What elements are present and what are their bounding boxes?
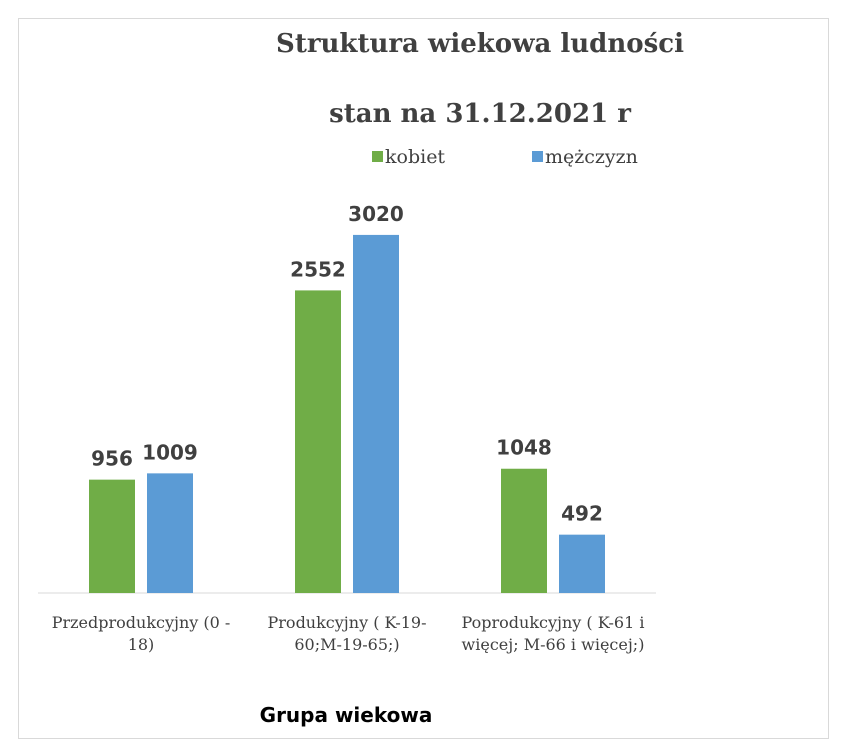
data-label: 492 — [561, 502, 603, 526]
bar — [295, 290, 341, 593]
data-label: 3020 — [348, 202, 404, 226]
bar — [559, 534, 605, 593]
bar — [501, 468, 547, 593]
bar — [89, 479, 135, 593]
legend-swatch — [372, 151, 383, 162]
x-tick-label: Produkcyjny ( K-19-60;M-19-65;) — [267, 613, 427, 654]
chart-title: Struktura wiekowa ludności — [276, 29, 684, 59]
x-tick-label: Przedprodukcyjny (0 - 18) — [51, 613, 231, 654]
legend-swatch — [532, 151, 543, 162]
bar — [147, 473, 193, 593]
data-label: 2552 — [290, 257, 346, 281]
x-tick-label: Poprodukcyjny ( K-61 i więcej; M-66 i wi… — [461, 613, 645, 654]
data-label: 1009 — [142, 440, 198, 464]
x-axis-label: Grupa wiekowa — [260, 703, 433, 727]
chart-subtitle: stan na 31.12.2021 r — [329, 99, 631, 129]
legend-label: kobiet — [385, 146, 445, 168]
bar — [353, 234, 399, 593]
data-label: 956 — [91, 447, 133, 471]
legend-label: mężczyzn — [545, 146, 638, 168]
data-label: 1048 — [496, 436, 552, 460]
chart-frame — [18, 18, 829, 739]
